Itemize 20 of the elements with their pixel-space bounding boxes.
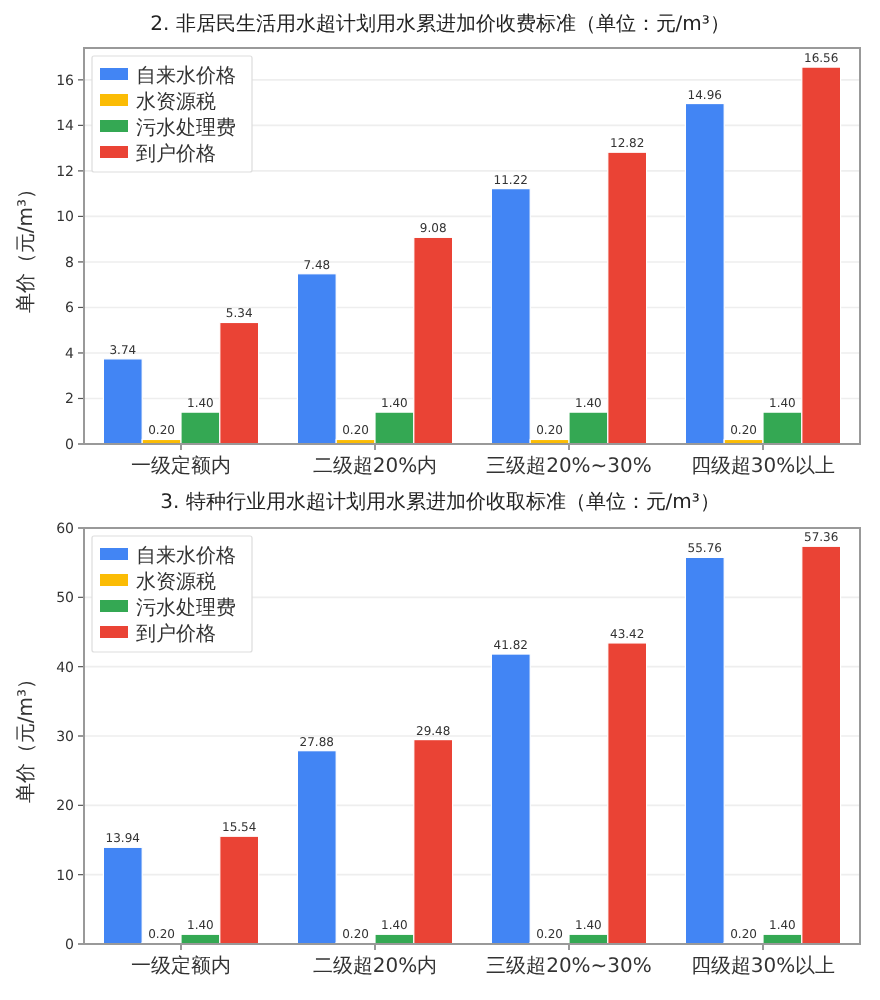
- legend-label: 污水处理费: [136, 596, 236, 620]
- x-tick-label: 三级超20%~30%: [486, 454, 652, 478]
- legend-label: 水资源税: [136, 90, 216, 114]
- legend-label: 污水处理费: [136, 116, 236, 140]
- x-tick-label: 一级定额内: [131, 954, 231, 978]
- x-tick-label: 二级超20%内: [312, 954, 438, 978]
- y-axis-title: 单价（元/m³）: [14, 178, 38, 314]
- y-axis-title: 单价（元/m³）: [14, 668, 38, 804]
- x-tick-label: 三级超20%~30%: [486, 954, 652, 978]
- chart-title: 3. 特种行业用水超计划用水累进加价收取标准（单位：元/m³）: [160, 490, 720, 514]
- x-tick-label: 四级超30%以上: [690, 954, 836, 978]
- chart-title: 2. 非居民生活用水超计划用水累进加价收费标准（单位：元/m³）: [150, 12, 730, 36]
- legend-label: 自来水价格: [136, 64, 236, 88]
- x-tick-label: 二级超20%内: [312, 454, 438, 478]
- legend-label: 到户价格: [136, 142, 216, 166]
- x-tick-label: 一级定额内: [131, 454, 231, 478]
- legend-label: 到户价格: [136, 622, 216, 646]
- legend-label: 自来水价格: [136, 544, 236, 568]
- legend-label: 水资源税: [136, 570, 216, 594]
- x-tick-label: 四级超30%以上: [690, 454, 836, 478]
